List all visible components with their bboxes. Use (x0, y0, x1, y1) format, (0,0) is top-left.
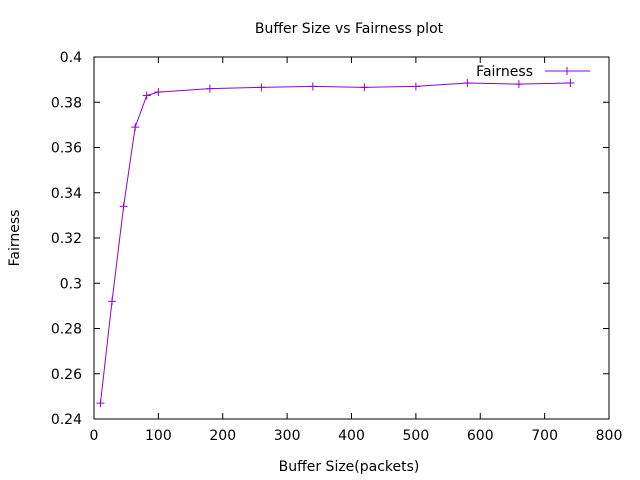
x-tick-label: 400 (338, 428, 365, 444)
data-point (360, 83, 369, 92)
plot-border (93, 56, 610, 420)
data-point (131, 123, 140, 132)
data-point (566, 79, 575, 88)
data-point (463, 79, 472, 88)
series-group (96, 79, 575, 408)
data-point (154, 88, 163, 97)
y-tick-label: 0.38 (51, 95, 82, 111)
data-point (205, 84, 214, 93)
data-point (411, 82, 420, 91)
x-tick-label: 600 (467, 428, 494, 444)
y-axis: 0.24 0.26 0.28 0.3 0.32 0.34 0.36 0.38 0.4 (51, 50, 609, 428)
chart-title: Buffer Size vs Fairness plot (255, 21, 444, 37)
y-tick-label: 0.3 (60, 276, 82, 292)
y-tick-label: 0.36 (51, 141, 82, 157)
y-tick-label: 0.28 (51, 322, 82, 338)
x-tick-label: 0 (90, 428, 99, 444)
data-point (108, 297, 117, 306)
x-tick-label: 700 (531, 428, 558, 444)
series-line (99, 82, 571, 404)
y-tick-label: 0.4 (60, 50, 82, 66)
legend-label: Fairness (476, 64, 533, 80)
data-point (308, 82, 317, 91)
x-tick-label: 100 (145, 428, 172, 444)
x-axis-label: Buffer Size(packets) (279, 459, 420, 475)
x-tick-label: 500 (403, 428, 430, 444)
y-tick-label: 0.24 (51, 412, 82, 428)
y-tick-label: 0.26 (51, 367, 82, 383)
data-point (96, 399, 105, 408)
x-tick-label: 200 (209, 428, 236, 444)
data-point (119, 202, 128, 211)
data-point (142, 91, 151, 100)
y-tick-label: 0.32 (51, 231, 82, 247)
x-tick-label: 300 (274, 428, 301, 444)
x-axis: 0 100 200 300 400 500 600 700 800 (90, 57, 623, 444)
y-axis-label: Fairness (7, 210, 23, 267)
legend: Fairness (476, 64, 590, 80)
y-tick-label: 0.34 (51, 186, 82, 202)
x-tick-label: 800 (596, 428, 623, 444)
data-point (514, 80, 523, 89)
data-point (257, 83, 266, 92)
plot-area (93, 56, 610, 420)
legend-marker (563, 67, 571, 75)
